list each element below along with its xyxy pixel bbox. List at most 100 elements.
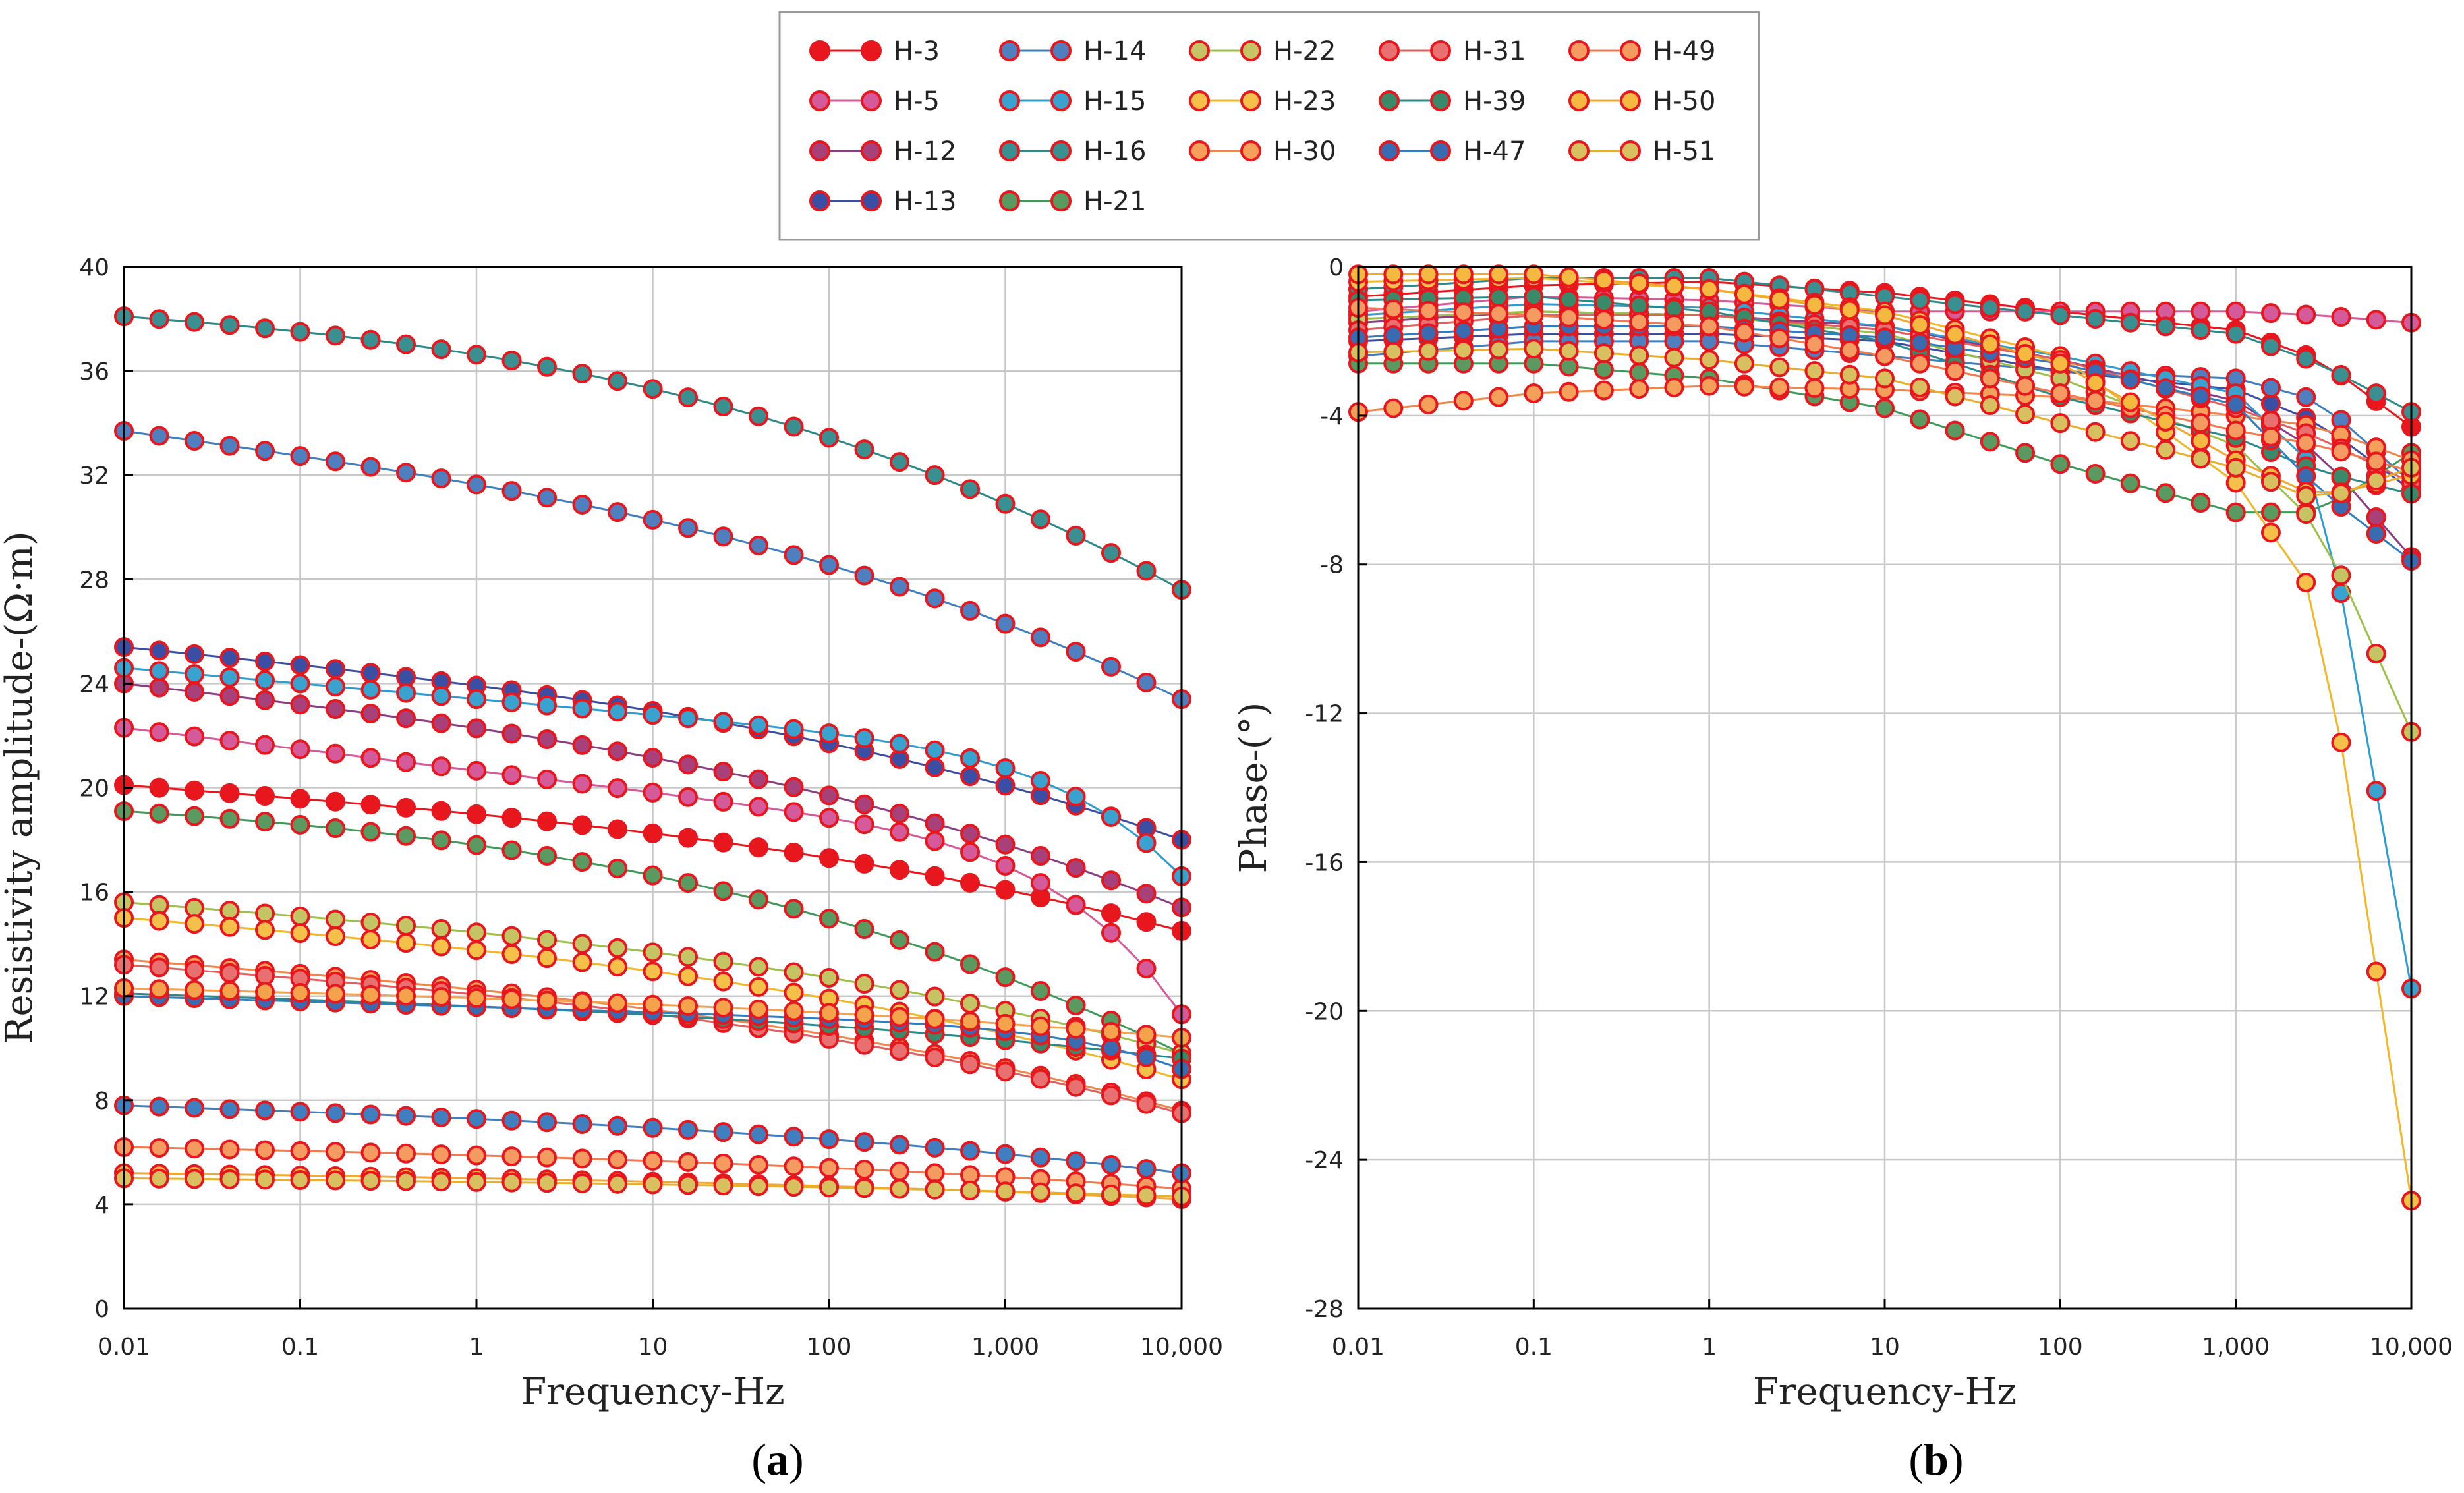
data-point: [537, 948, 557, 969]
data-point: [678, 708, 698, 729]
data-point: [219, 808, 240, 829]
x-axis-label: Frequency-Hz: [1753, 1370, 2017, 1413]
data-point: [1699, 376, 1719, 396]
data-point: [2085, 422, 2106, 442]
data-point: [2366, 383, 2386, 404]
legend-item-h-23: H-23: [1189, 86, 1336, 117]
series-h-3: [114, 775, 1191, 941]
data-point: [1136, 1025, 1157, 1045]
legend: H-3 H-5 H-12 H-13 H-14 H-15 H-16 H-21 H-22 H-23 H-…: [778, 11, 1760, 241]
data-point: [255, 1100, 275, 1121]
data-point: [360, 984, 381, 1005]
data-point: [431, 830, 451, 851]
legend-marker: [1189, 40, 1210, 61]
series-h-15: [114, 658, 1191, 886]
data-point: [1066, 1151, 1086, 1171]
data-point: [1031, 1069, 1050, 1089]
data-point: [1489, 304, 1509, 324]
data-point: [713, 762, 733, 782]
data-point: [1734, 353, 1754, 374]
data-point: [396, 463, 416, 483]
legend-marker: [1189, 90, 1210, 111]
data-point: [2015, 376, 2036, 396]
data-point: [290, 982, 310, 1003]
data-point: [819, 428, 839, 448]
legend-item-h-3: H-3: [809, 36, 940, 67]
data-point: [678, 754, 698, 775]
data-point: [1804, 295, 1825, 315]
legend-item-h-50: H-50: [1568, 86, 1715, 117]
data-point: [1664, 276, 1684, 296]
data-point: [326, 743, 345, 764]
data-point: [713, 1122, 733, 1142]
legend-marker: [1430, 90, 1451, 111]
data-point: [290, 1102, 310, 1122]
data-point: [501, 840, 522, 860]
x-tick-label: 10,000: [1140, 1334, 1223, 1361]
data-point: [925, 866, 945, 886]
data-point: [1101, 870, 1121, 891]
legend-marker: [1568, 140, 1590, 161]
data-point: [2296, 433, 2316, 453]
data-point: [854, 1178, 874, 1198]
data-point: [1136, 884, 1157, 904]
data-point: [749, 976, 768, 997]
legend-marker: [1568, 90, 1590, 111]
legend-marker: [1240, 90, 1261, 111]
data-point: [2156, 378, 2176, 399]
data-point: [360, 679, 381, 700]
data-point: [2225, 502, 2246, 522]
data-point: [1875, 327, 1895, 348]
data-point: [608, 371, 627, 391]
x-tick-label: 10: [1870, 1334, 1900, 1361]
data-point: [2366, 470, 2386, 491]
data-point: [1066, 995, 1086, 1015]
data-point: [819, 909, 839, 929]
data-point: [1453, 264, 1474, 285]
data-point: [290, 923, 310, 944]
data-point: [149, 1168, 169, 1189]
data-point: [1453, 340, 1474, 360]
legend-item-h-30: H-30: [1189, 136, 1336, 167]
data-point: [572, 992, 592, 1012]
data-point: [1734, 322, 1754, 343]
data-point: [1489, 264, 1509, 285]
data-point: [431, 1144, 451, 1165]
data-point: [678, 387, 698, 408]
data-point: [2366, 310, 2386, 330]
data-point: [1031, 873, 1050, 893]
data-point: [431, 801, 451, 821]
data-point: [925, 986, 945, 1007]
data-point: [149, 911, 169, 931]
data-point: [431, 468, 451, 489]
series-h-14: [114, 421, 1191, 710]
data-point: [2050, 454, 2071, 474]
data-point: [396, 334, 416, 354]
legend-marker: [1240, 140, 1261, 161]
data-point: [749, 1154, 768, 1175]
data-point: [854, 728, 874, 748]
legend-marker: [1620, 40, 1641, 61]
data-point: [819, 1158, 839, 1178]
y-axis-label: Resistivity amplitude-(Ω·m): [0, 531, 41, 1044]
data-point: [255, 812, 275, 832]
data-point: [501, 765, 522, 785]
legend-marker: [861, 90, 882, 111]
x-tick-label: 0.1: [281, 1334, 319, 1361]
data-point: [396, 667, 416, 687]
y-tick-label: -12: [1305, 701, 1344, 728]
data-point: [467, 474, 486, 495]
data-point: [396, 1171, 416, 1191]
data-point: [1453, 302, 1474, 322]
data-point: [1980, 432, 2000, 452]
data-point: [960, 824, 980, 844]
data-point: [1453, 391, 1474, 411]
data-point: [2366, 644, 2386, 664]
data-point: [713, 791, 733, 812]
data-point: [960, 748, 980, 768]
data-point: [1066, 895, 1086, 915]
legend-marker: [999, 140, 1020, 161]
data-point: [1136, 1159, 1157, 1179]
series-unlabeled: [114, 1095, 1191, 1183]
legend-label: H-50: [1653, 86, 1715, 117]
